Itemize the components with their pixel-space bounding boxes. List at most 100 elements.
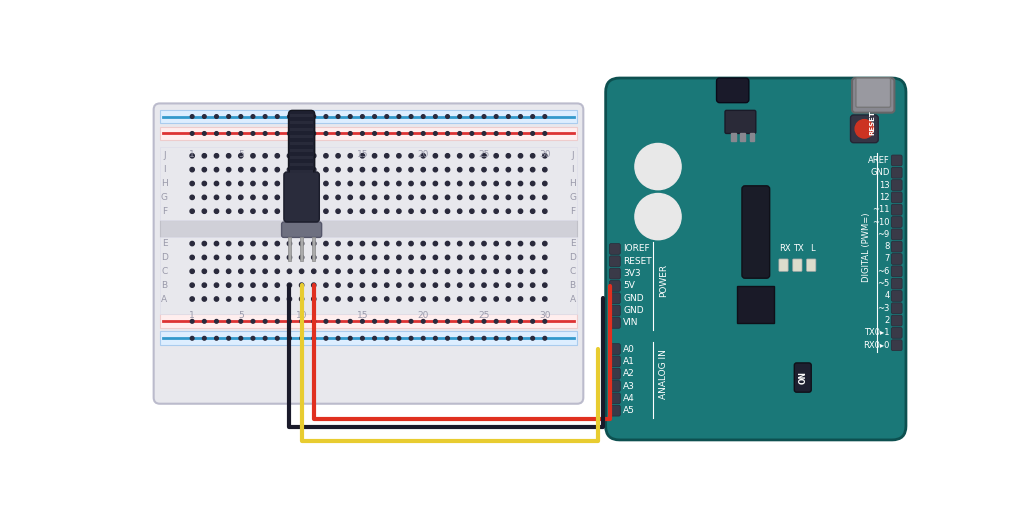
Circle shape bbox=[311, 181, 316, 186]
Circle shape bbox=[518, 256, 522, 260]
FancyBboxPatch shape bbox=[742, 186, 770, 278]
Circle shape bbox=[360, 297, 365, 301]
Circle shape bbox=[445, 241, 450, 246]
Circle shape bbox=[203, 320, 206, 323]
Circle shape bbox=[324, 241, 328, 246]
Text: AREF: AREF bbox=[868, 156, 890, 165]
Circle shape bbox=[373, 336, 377, 340]
Circle shape bbox=[458, 320, 462, 323]
Circle shape bbox=[324, 132, 328, 135]
Text: E: E bbox=[569, 239, 575, 248]
Circle shape bbox=[396, 283, 401, 287]
Text: G: G bbox=[569, 193, 577, 202]
Circle shape bbox=[336, 320, 340, 323]
Circle shape bbox=[373, 283, 377, 287]
Circle shape bbox=[312, 320, 315, 323]
Circle shape bbox=[202, 269, 207, 273]
FancyBboxPatch shape bbox=[891, 266, 902, 277]
Circle shape bbox=[324, 320, 328, 323]
Circle shape bbox=[360, 256, 365, 260]
Circle shape bbox=[396, 209, 401, 213]
Circle shape bbox=[263, 283, 267, 287]
Circle shape bbox=[263, 154, 267, 158]
Circle shape bbox=[482, 195, 486, 200]
Circle shape bbox=[239, 209, 243, 213]
Circle shape bbox=[299, 195, 304, 200]
Circle shape bbox=[385, 297, 389, 301]
Circle shape bbox=[445, 336, 450, 340]
Circle shape bbox=[433, 256, 437, 260]
FancyBboxPatch shape bbox=[795, 363, 811, 392]
Circle shape bbox=[543, 256, 547, 260]
Circle shape bbox=[324, 336, 328, 340]
FancyBboxPatch shape bbox=[289, 110, 314, 172]
Circle shape bbox=[190, 209, 195, 213]
Circle shape bbox=[263, 195, 267, 200]
Bar bbox=[160, 220, 578, 237]
Circle shape bbox=[543, 209, 547, 213]
Circle shape bbox=[518, 167, 522, 172]
Circle shape bbox=[202, 209, 207, 213]
Circle shape bbox=[202, 181, 207, 186]
Bar bbox=[750, 133, 755, 141]
Circle shape bbox=[288, 269, 292, 273]
Circle shape bbox=[635, 193, 681, 240]
Circle shape bbox=[409, 209, 414, 213]
Circle shape bbox=[226, 283, 230, 287]
Circle shape bbox=[385, 167, 389, 172]
Circle shape bbox=[543, 283, 547, 287]
Circle shape bbox=[543, 181, 547, 186]
Circle shape bbox=[226, 241, 230, 246]
Circle shape bbox=[214, 269, 219, 273]
Bar bbox=[740, 133, 745, 141]
Circle shape bbox=[275, 167, 280, 172]
Circle shape bbox=[543, 154, 547, 158]
Circle shape bbox=[530, 336, 535, 340]
Circle shape bbox=[519, 320, 522, 323]
Circle shape bbox=[373, 154, 377, 158]
Text: 10: 10 bbox=[296, 150, 307, 159]
Circle shape bbox=[226, 209, 230, 213]
Circle shape bbox=[190, 167, 195, 172]
Text: ~11: ~11 bbox=[872, 205, 890, 214]
Circle shape bbox=[445, 283, 450, 287]
Text: 5: 5 bbox=[238, 150, 244, 159]
Circle shape bbox=[410, 320, 413, 323]
Circle shape bbox=[348, 336, 352, 340]
Circle shape bbox=[470, 181, 474, 186]
Circle shape bbox=[275, 181, 280, 186]
Text: 3V3: 3V3 bbox=[624, 269, 641, 278]
Circle shape bbox=[288, 154, 292, 158]
Text: 15: 15 bbox=[356, 310, 369, 320]
Circle shape bbox=[190, 336, 194, 340]
Circle shape bbox=[300, 132, 303, 135]
Circle shape bbox=[530, 195, 535, 200]
Circle shape bbox=[251, 195, 255, 200]
Bar bbox=[290, 149, 313, 152]
Circle shape bbox=[519, 115, 522, 119]
Text: ~6: ~6 bbox=[878, 267, 890, 276]
Circle shape bbox=[336, 154, 340, 158]
Text: 30: 30 bbox=[539, 310, 551, 320]
Circle shape bbox=[239, 297, 243, 301]
Circle shape bbox=[396, 256, 401, 260]
Circle shape bbox=[311, 269, 316, 273]
Circle shape bbox=[543, 132, 547, 135]
Bar bbox=[160, 331, 578, 345]
Circle shape bbox=[543, 115, 547, 119]
Circle shape bbox=[433, 297, 437, 301]
Circle shape bbox=[190, 283, 195, 287]
Circle shape bbox=[239, 132, 243, 135]
Circle shape bbox=[518, 181, 522, 186]
Circle shape bbox=[348, 297, 352, 301]
Circle shape bbox=[190, 181, 195, 186]
Circle shape bbox=[275, 269, 280, 273]
Text: 10: 10 bbox=[296, 310, 307, 320]
Text: B: B bbox=[162, 280, 168, 290]
Circle shape bbox=[445, 154, 450, 158]
Circle shape bbox=[202, 256, 207, 260]
Circle shape bbox=[421, 241, 425, 246]
Circle shape bbox=[336, 132, 340, 135]
Text: G: G bbox=[161, 193, 168, 202]
Circle shape bbox=[251, 336, 255, 340]
